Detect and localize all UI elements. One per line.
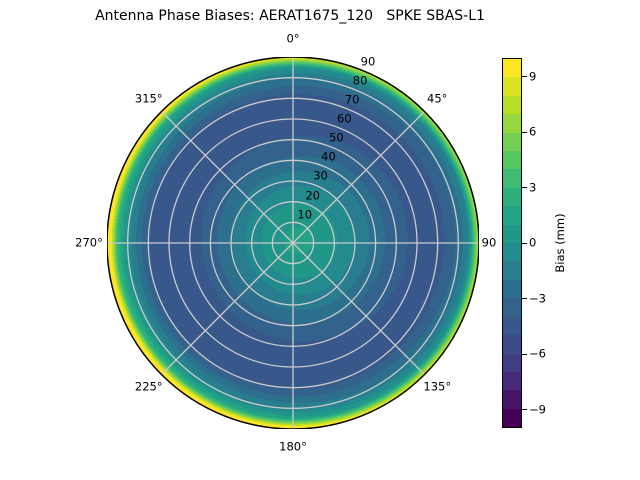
colorbar-band [503, 316, 521, 336]
colorbar-band [503, 371, 521, 391]
colorbar-tick-label: 6 [529, 124, 537, 139]
azimuth-tick-label: 225° [134, 379, 163, 394]
radial-tick-label: 70 [344, 92, 360, 107]
radial-tick-label: 10 [297, 207, 313, 222]
radial-tick-label: 90 [360, 54, 376, 69]
colorbar-band [503, 408, 521, 428]
radial-tick-label: 20 [305, 188, 320, 203]
colorbar-axis-label: Bias (mm) [553, 213, 567, 273]
chart-title: Antenna Phase Biases: AERAT1675_120 SPKE… [95, 8, 485, 24]
colorbar-tick-label: 9 [529, 69, 537, 83]
radial-tick-label: 80 [352, 73, 368, 88]
colorbar-band [503, 169, 521, 188]
colorbar-tick-label: 0 [529, 235, 537, 250]
polar-contour-canvas [107, 57, 479, 429]
colorbar-tick-mark [522, 298, 527, 299]
colorbar-band [503, 243, 521, 262]
colorbar-band [503, 279, 521, 299]
azimuth-tick-label: 90 [481, 235, 497, 250]
colorbar-band [503, 95, 521, 115]
colorbar-band [503, 187, 521, 207]
azimuth-tick-label: 45° [427, 91, 448, 106]
colorbar-band [503, 59, 521, 78]
colorbar-tick-label: −9 [529, 402, 546, 416]
colorbar-band [503, 390, 521, 409]
colorbar-tick-mark [522, 409, 527, 410]
colorbar-band [503, 353, 521, 372]
colorbar-tick-mark [522, 353, 527, 355]
colorbar-tick-mark [522, 131, 527, 133]
azimuth-tick-label: 0° [286, 31, 300, 46]
colorbar-band [503, 335, 521, 354]
colorbar-band [503, 151, 521, 170]
radial-tick-label: 60 [336, 111, 352, 126]
colorbar-band [503, 114, 521, 133]
azimuth-tick-label: 180° [279, 439, 307, 454]
colorbar-band [503, 261, 521, 280]
colorbar-band [503, 77, 521, 96]
radial-tick-label: 40 [321, 149, 336, 164]
colorbar-tick-mark [522, 242, 527, 244]
colorbar-tick-label: −3 [529, 291, 546, 305]
colorbar-tick-label: −6 [529, 346, 546, 361]
colorbar-tick-mark [522, 76, 527, 77]
azimuth-tick-label: 315° [134, 91, 163, 106]
colorbar [502, 58, 522, 428]
colorbar-band [503, 298, 521, 317]
azimuth-tick-label: 135° [423, 379, 452, 394]
azimuth-tick-label: 270° [75, 235, 103, 250]
radial-tick-label: 50 [329, 130, 344, 145]
radial-tick-label: 30 [313, 168, 328, 183]
colorbar-band [503, 132, 521, 152]
colorbar-band [503, 206, 521, 225]
colorbar-tick-mark [522, 187, 527, 188]
colorbar-band [503, 224, 521, 244]
colorbar-tick-label: 3 [529, 180, 537, 194]
